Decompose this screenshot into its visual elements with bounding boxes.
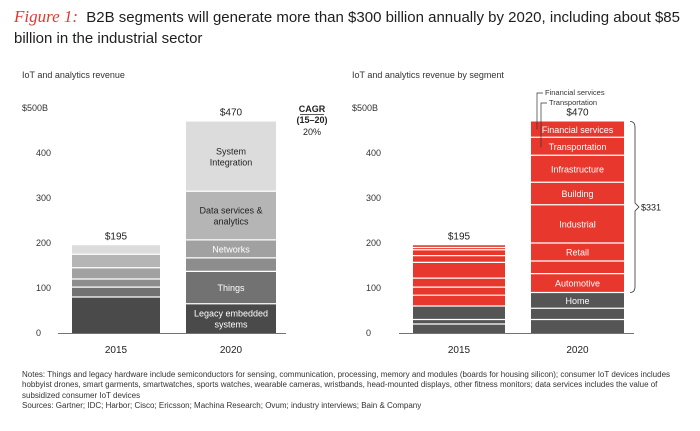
- callout-line: [536, 92, 543, 130]
- x-category-label: 2020: [220, 345, 243, 356]
- segment-label: Networks: [212, 244, 250, 254]
- y-tick-label: 0: [366, 328, 371, 338]
- bar-segment: [531, 273, 624, 293]
- segment-label: Financial services: [542, 125, 614, 135]
- y-tick-label: 300: [366, 193, 381, 203]
- segment-label: Home: [565, 296, 589, 306]
- cagr-header: CAGR: [299, 104, 326, 114]
- segment-label: System: [216, 146, 246, 156]
- segment-label: Integration: [210, 157, 253, 167]
- bar-segment: [413, 247, 505, 250]
- y-tick-label: 200: [36, 238, 51, 248]
- y-tick-label: $500B: [22, 103, 48, 113]
- chart-title: IoT and analytics revenue: [22, 70, 125, 80]
- bar-segment: [413, 306, 505, 320]
- segment-label: analytics: [213, 217, 249, 227]
- callout-line: [540, 102, 547, 148]
- segment-label: Things: [217, 283, 245, 293]
- sources-text: Sources: Gartner; IDC; Harbor; Cisco; Er…: [22, 400, 422, 410]
- figure-title-text: B2B segments will generate more than $30…: [14, 9, 680, 47]
- bar-segment: [531, 292, 624, 309]
- y-tick-label: 400: [366, 148, 381, 158]
- bar-segment: [186, 121, 276, 192]
- segment-label: Data services &: [199, 206, 262, 216]
- segment-bracket: [629, 121, 640, 293]
- bar-segment: [186, 257, 276, 272]
- x-category-label: 2015: [105, 345, 128, 356]
- figure-label: Figure 1:: [14, 7, 79, 26]
- segment-label: Automotive: [555, 279, 600, 289]
- bar-segment: [72, 254, 160, 268]
- x-category-label: 2015: [448, 345, 471, 356]
- bar-segment: [531, 243, 624, 261]
- bar-total-label: $195: [105, 231, 128, 242]
- bar-segment: [531, 121, 624, 138]
- bar-segment: [186, 271, 276, 304]
- bar-segment: [413, 278, 505, 288]
- bar-segment: [72, 287, 160, 297]
- bar-segment: [186, 239, 276, 258]
- callout-label: Transportation: [549, 98, 597, 107]
- notes-text: Notes: Things and legacy hardware includ…: [22, 370, 671, 400]
- y-tick-label: 200: [366, 238, 381, 248]
- bar-segment: [72, 279, 160, 288]
- bar-segment: [413, 255, 505, 263]
- bar-segment: [72, 267, 160, 279]
- bar-segment: [531, 319, 624, 333]
- bar-segment: [531, 155, 624, 183]
- bar-segment: [413, 319, 505, 324]
- bar-segment: [413, 245, 505, 248]
- y-tick-label: 300: [36, 193, 51, 203]
- y-tick-label: 0: [36, 328, 41, 338]
- segment-label: Legacy embedded: [194, 308, 268, 318]
- segment-label: Building: [561, 189, 593, 199]
- bar-total-label: $470: [566, 108, 589, 119]
- bar-segment: [531, 137, 624, 156]
- bar-total-label: $195: [448, 231, 471, 242]
- cagr-value: 20%: [303, 127, 321, 137]
- segment-label: Transportation: [549, 142, 607, 152]
- figure-title: Figure 1: B2B segments will generate mor…: [14, 6, 690, 49]
- segment-label: Retail: [566, 248, 589, 258]
- callout-label: Financial services: [545, 88, 605, 97]
- bar-segment: [72, 245, 160, 255]
- bar-total-label: $470: [220, 108, 243, 119]
- y-tick-label: $500B: [352, 103, 378, 113]
- bar-segment: [72, 297, 160, 333]
- segment-label: systems: [214, 319, 248, 329]
- bracket-label: $331: [641, 203, 661, 213]
- segment-label: Industrial: [559, 219, 596, 229]
- bar-segment: [531, 261, 624, 274]
- bar-segment: [413, 249, 505, 256]
- bar-segment: [531, 308, 624, 320]
- bar-segment: [413, 324, 505, 333]
- cagr-period: (15–20): [296, 115, 327, 125]
- bar-segment: [186, 191, 276, 240]
- chart-title: IoT and analytics revenue by segment: [352, 70, 504, 80]
- notes-block: Notes: Things and legacy hardware includ…: [22, 370, 686, 411]
- bar-segment: [413, 262, 505, 279]
- bar-segment: [413, 287, 505, 296]
- bar-segment: [531, 204, 624, 243]
- bar-segment: [413, 295, 505, 306]
- bar-segment: [186, 303, 276, 333]
- segment-label: Infrastructure: [551, 164, 604, 174]
- bar-segment: [531, 182, 624, 205]
- x-category-label: 2020: [566, 345, 589, 356]
- y-tick-label: 100: [36, 283, 51, 293]
- y-tick-label: 400: [36, 148, 51, 158]
- y-tick-label: 100: [366, 283, 381, 293]
